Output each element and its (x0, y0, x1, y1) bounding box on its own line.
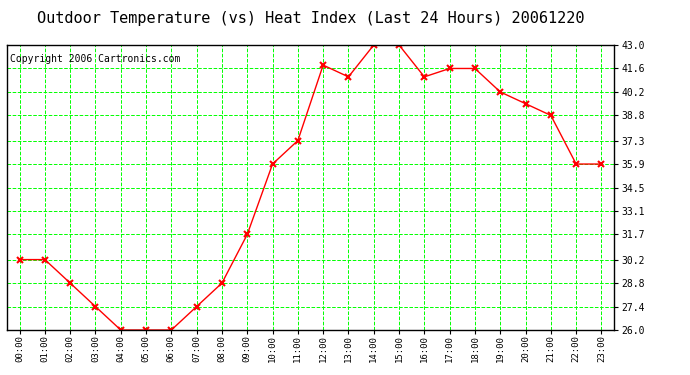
Text: Copyright 2006 Cartronics.com: Copyright 2006 Cartronics.com (10, 54, 180, 63)
Text: Outdoor Temperature (vs) Heat Index (Last 24 Hours) 20061220: Outdoor Temperature (vs) Heat Index (Las… (37, 11, 584, 26)
